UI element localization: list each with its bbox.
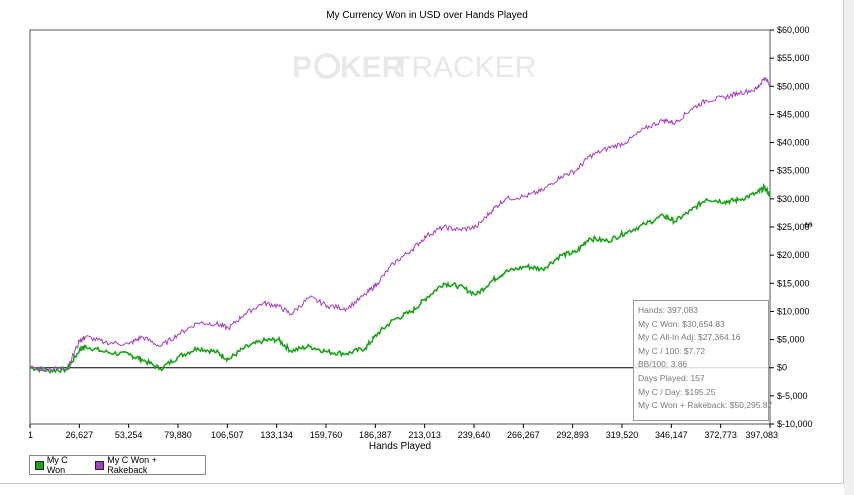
stat-per-day: My C / Day: $195.25 <box>638 386 716 397</box>
series-line-1 <box>29 76 771 373</box>
y-tick-label: $40,000 <box>777 138 810 148</box>
x-tick-label: 133,134 <box>260 430 293 440</box>
y-tick-label: $-5,000 <box>777 391 808 401</box>
chart-title: My Currency Won in USD over Hands Played <box>326 10 528 21</box>
x-tick-label: 26,627 <box>66 430 94 440</box>
y-tick-label: $0 <box>777 363 787 373</box>
x-tick-label: 319,520 <box>606 430 639 440</box>
y-tick-label: $20,000 <box>777 250 810 260</box>
legend-label: My C Won + Rakeback <box>107 455 157 475</box>
stat-per-100: My C / 100: $7.72 <box>638 345 706 356</box>
y-tick-label: $60,000 <box>777 25 810 35</box>
legend: My C Won My C Won + Rakeback <box>29 455 206 475</box>
x-tick-label: 159,760 <box>310 430 343 440</box>
legend-item-rakeback[interactable]: My C Won + Rakeback <box>95 455 197 475</box>
y-tick-label: $50,000 <box>777 81 810 91</box>
watermark-tracker: TRACKER <box>393 51 536 84</box>
x-tick-label: 292,893 <box>556 430 589 440</box>
y-tick-label: $-10,000 <box>777 419 813 429</box>
x-tick-label: 1 <box>28 430 33 440</box>
poker-chip-icon <box>314 53 340 79</box>
stat-days-played: Days Played: 157 <box>638 372 705 383</box>
x-tick-label: 372,773 <box>704 430 737 440</box>
scrollbar[interactable] <box>844 0 854 495</box>
y-axis-label: $ <box>802 222 813 228</box>
x-tick-label: 213,013 <box>408 430 441 440</box>
series-line-0 <box>29 182 771 375</box>
legend-item-won[interactable]: My C Won <box>35 455 87 475</box>
y-tick-label: $25,000 <box>777 222 810 232</box>
y-tick-label: $5,000 <box>777 335 805 345</box>
y-tick-label: $30,000 <box>777 194 810 204</box>
legend-swatch-purple <box>95 460 105 470</box>
legend-swatch-green <box>35 460 44 470</box>
x-tick-label: 239,640 <box>458 430 491 440</box>
x-tick-label: 53,254 <box>115 430 143 440</box>
y-tick-label: $10,000 <box>777 306 810 316</box>
x-tick-label: 79,880 <box>164 430 192 440</box>
stat-won-rakeback: My C Won + Rakeback: $50,295.87 <box>638 400 773 411</box>
y-tick-label: $35,000 <box>777 166 810 176</box>
x-tick-label: 266,267 <box>507 430 540 440</box>
x-axis-label: Hands Played <box>368 441 432 452</box>
pokertracker-watermark: P KER TRACKER <box>292 51 536 84</box>
y-tick-label: $15,000 <box>777 278 810 288</box>
y-tick-label: $55,000 <box>777 53 810 63</box>
stat-allin-adj: My C All-In Adj: $27,364.16 <box>638 332 741 343</box>
watermark-ker: KER <box>340 51 404 84</box>
stat-bb-100: BB/100: 3.86 <box>638 359 688 370</box>
x-tick-label: 397,083 <box>745 430 778 440</box>
x-tick-label: 346,147 <box>655 430 688 440</box>
legend-label: My C Won <box>46 455 68 475</box>
watermark-p: P <box>292 51 312 84</box>
x-tick-label: 186,387 <box>359 430 392 440</box>
x-tick-label: 106,507 <box>211 430 244 440</box>
stats-box: Hands: 397,083 My C Won: $30,654.83 My C… <box>633 300 773 421</box>
stat-hands: Hands: 397,083 <box>638 305 699 315</box>
stat-won: My C Won: $30,654.83 <box>638 318 725 329</box>
y-tick-label: $45,000 <box>777 109 810 119</box>
